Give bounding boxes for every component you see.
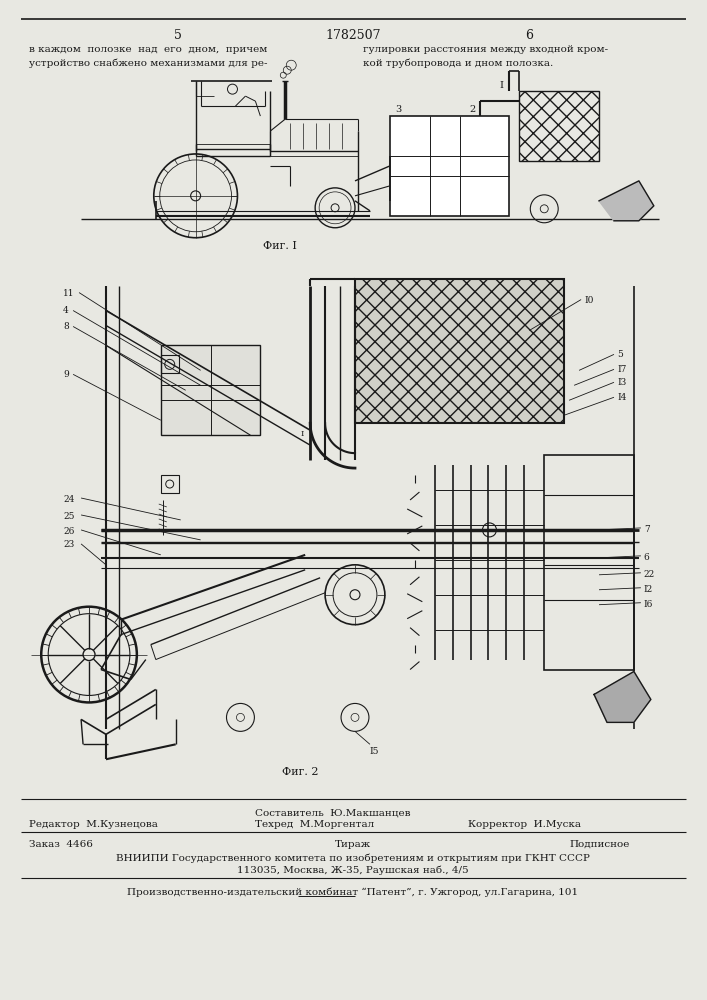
Text: 2: 2 [469,105,476,114]
Text: I7: I7 [617,365,626,374]
Text: Тираж: Тираж [335,840,371,849]
Text: 6: 6 [644,553,650,562]
Text: ВНИИПИ Государственного комитета по изобретениям и открытиям при ГКНТ СССР: ВНИИПИ Государственного комитета по изоб… [116,853,590,863]
Bar [520,91,599,161]
Polygon shape [594,672,651,722]
Text: Фиг. 2: Фиг. 2 [282,767,318,777]
Text: 8: 8 [63,322,69,331]
Text: I3: I3 [617,378,626,387]
Text: устройство снабжено механизмами для ре-: устройство снабжено механизмами для ре- [29,58,268,68]
Text: I0: I0 [584,296,593,305]
Bar [160,475,179,493]
Text: Составитель  Ю.Макшанцев: Составитель Ю.Макшанцев [255,808,411,817]
Bar [160,355,179,373]
Text: Корректор  И.Муска: Корректор И.Муска [467,820,580,829]
Text: Заказ  4466: Заказ 4466 [29,840,93,849]
Polygon shape [599,181,654,221]
Text: Редактор  М.Кузнецова: Редактор М.Кузнецова [29,820,158,829]
Text: 22: 22 [644,570,655,579]
Text: 6: 6 [525,29,533,42]
Text: гулировки расстояния между входной кром-: гулировки расстояния между входной кром- [363,45,608,54]
Bar [355,279,564,423]
Text: 4: 4 [63,306,69,315]
Text: I6: I6 [644,600,653,609]
Text: 5: 5 [617,350,623,359]
Text: Производственно-издательский комбинат “Патент”, г. Ужгород, ул.Гагарина, 101: Производственно-издательский комбинат “П… [127,888,578,897]
Text: 3: 3 [395,105,401,114]
Text: I5: I5 [370,747,380,756]
Text: кой трубопровода и дном полозка.: кой трубопровода и дном полозка. [363,58,553,68]
Text: Фиг. I: Фиг. I [263,241,297,251]
Text: 1782507: 1782507 [325,29,381,42]
Text: I2: I2 [644,585,653,594]
Text: Техред  М.Моргентал: Техред М.Моргентал [255,820,375,829]
Text: 23: 23 [63,540,74,549]
Text: 5: 5 [174,29,182,42]
Bar [544,455,634,670]
Text: в каждом  полозке  над  его  дном,  причем: в каждом полозке над его дном, причем [29,45,268,54]
Bar [160,345,260,435]
Text: 26: 26 [63,527,74,536]
Text: 113035, Москва, Ж-35, Раушская наб., 4/5: 113035, Москва, Ж-35, Раушская наб., 4/5 [237,866,469,875]
Text: 11: 11 [63,289,75,298]
Text: I4: I4 [617,393,626,402]
Text: I: I [300,430,303,438]
Text: 7: 7 [644,525,650,534]
Text: I: I [499,81,503,90]
Text: 9: 9 [63,370,69,379]
Text: Подписное: Подписное [569,840,629,849]
Text: 24: 24 [63,495,74,504]
Bar [390,116,509,216]
Text: 25: 25 [63,512,75,521]
